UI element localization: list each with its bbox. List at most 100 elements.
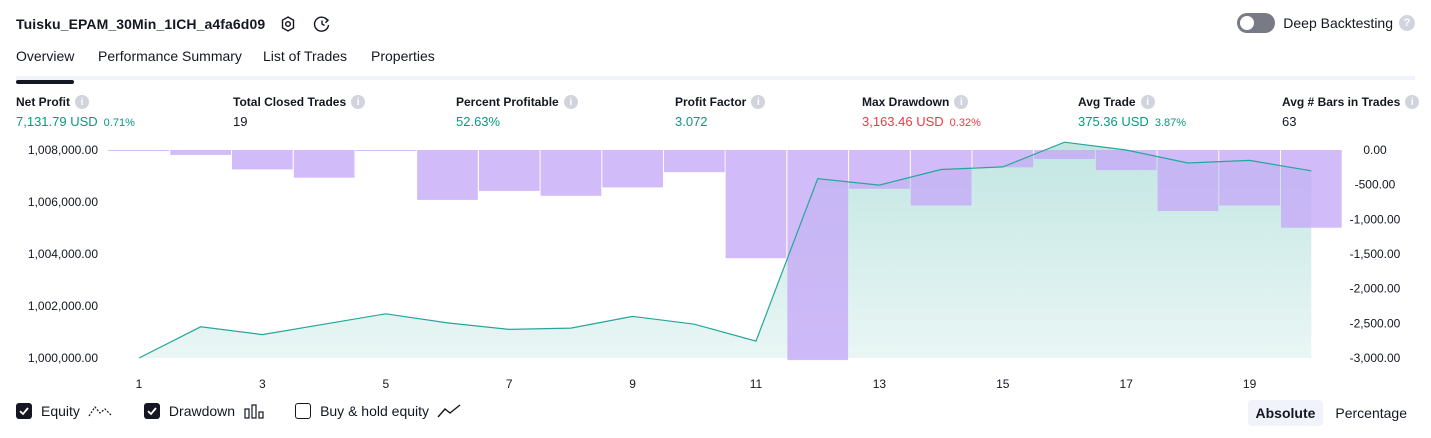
drawdown-bar bbox=[664, 150, 725, 173]
info-icon[interactable]: i bbox=[75, 95, 89, 109]
deep-backtesting-label: Deep Backtesting bbox=[1283, 15, 1393, 31]
legend-label: Drawdown bbox=[168, 403, 236, 419]
checkbox-unchecked-icon[interactable] bbox=[295, 403, 312, 419]
metric-value: 375.36 USD bbox=[1078, 114, 1149, 129]
y-right-tick-label: -2,000.00 bbox=[1350, 282, 1401, 296]
metric-percent: 3.87% bbox=[1154, 117, 1187, 129]
settings-icon[interactable] bbox=[277, 13, 299, 35]
drawdown-bar bbox=[1281, 150, 1342, 228]
drawdown-bar bbox=[293, 150, 355, 178]
metric-total-closed-trades: Total Closed Trades i 19 bbox=[233, 94, 366, 129]
toggle-knob bbox=[1240, 16, 1255, 30]
drawdown-bar bbox=[232, 150, 293, 170]
equity-line-icon bbox=[88, 403, 114, 419]
info-icon[interactable]: i bbox=[351, 95, 366, 109]
metric-value: 63 bbox=[1282, 114, 1297, 129]
drawdown-bar bbox=[1095, 150, 1157, 171]
y-right-tick-label: 0.00 bbox=[1363, 143, 1387, 157]
y-left-tick-label: 1,006,000.00 bbox=[28, 195, 98, 209]
y-right-tick-label: -1,000.00 bbox=[1350, 212, 1401, 226]
metric-label: Avg Trade bbox=[1078, 95, 1136, 109]
drawdown-bar bbox=[725, 150, 787, 259]
chart-legend: Equity Drawdown Buy & hold equity bbox=[16, 403, 491, 419]
y-left-tick-label: 1,004,000.00 bbox=[28, 247, 98, 261]
info-icon[interactable]: i bbox=[751, 95, 766, 109]
metric-value: 52.63% bbox=[456, 114, 501, 129]
equity-drawdown-chart: 1,008,000.00 1,006,000.00 1,004,000.00 1,00… bbox=[28, 141, 1401, 391]
metric-percent-profitable: Percent Profitable i 52.63% bbox=[456, 94, 578, 129]
mode-percentage[interactable]: Percentage bbox=[1335, 405, 1407, 421]
drawdown-bar bbox=[1157, 150, 1219, 211]
equity-area bbox=[139, 142, 1312, 358]
checkbox-checked-icon[interactable] bbox=[143, 403, 160, 419]
x-tick-label: 9 bbox=[629, 377, 636, 391]
drawdown-bar bbox=[849, 150, 910, 189]
y-right-tick-label: -2,500.00 bbox=[1350, 316, 1401, 330]
drawdown-bar bbox=[1219, 150, 1280, 206]
x-tick-label: 5 bbox=[382, 377, 389, 391]
y-right-tick-label: -500.00 bbox=[1355, 178, 1396, 192]
drawdown-bar bbox=[108, 150, 169, 151]
metric-profit-factor: Profit Factor i 3.072 bbox=[675, 94, 766, 129]
metric-label: Avg # Bars in Trades bbox=[1282, 95, 1401, 109]
refresh-clock-icon[interactable] bbox=[311, 13, 333, 35]
x-tick-label: 11 bbox=[750, 377, 763, 391]
drawdown-bar bbox=[602, 150, 663, 188]
x-tick-label: 1 bbox=[136, 377, 143, 391]
metric-net-profit: Net Profit i 7,131.79 USD 0.71% bbox=[16, 94, 135, 129]
legend-buy-hold-equity[interactable]: Buy & hold equity bbox=[295, 403, 461, 419]
legend-drawdown[interactable]: Drawdown bbox=[143, 403, 265, 419]
tab-properties[interactable]: Properties bbox=[371, 48, 435, 64]
metric-percent: 0.32% bbox=[949, 117, 981, 129]
metric-value: 7,131.79 USD bbox=[16, 114, 98, 129]
metric-label: Max Drawdown bbox=[862, 95, 950, 109]
x-tick-label: 17 bbox=[1120, 377, 1134, 391]
x-tick-label: 13 bbox=[873, 377, 887, 391]
x-tick-label: 19 bbox=[1243, 377, 1257, 391]
legend-label: Equity bbox=[41, 403, 80, 419]
y-left-tick-label: 1,002,000.00 bbox=[28, 299, 98, 313]
metric-label: Net Profit bbox=[16, 95, 70, 109]
metric-label: Total Closed Trades bbox=[233, 95, 347, 109]
tab-overview[interactable]: Overview bbox=[16, 48, 75, 84]
legend-equity[interactable]: Equity bbox=[16, 403, 114, 419]
y-left-tick-label: 1,000,000.00 bbox=[28, 351, 98, 365]
metric-avg-bars-in-trades: Avg # Bars in Trades i 63 bbox=[1282, 94, 1420, 129]
deep-backtesting-toggle[interactable] bbox=[1237, 13, 1276, 33]
checkbox-checked-icon[interactable] bbox=[16, 403, 32, 419]
info-icon[interactable]: i bbox=[1140, 95, 1155, 109]
y-right-tick-label: -1,500.00 bbox=[1350, 247, 1401, 261]
drawdown-bar bbox=[478, 150, 540, 191]
drawdown-bars-icon bbox=[243, 403, 265, 419]
info-icon[interactable]: i bbox=[954, 95, 969, 109]
drawdown-bar bbox=[540, 150, 602, 196]
metric-value: 3,163.46 USD bbox=[862, 114, 944, 129]
strategy-header: Tuisku_EPAM_30Min_1ICH_a4fa6d09 bbox=[16, 11, 333, 37]
equity-line bbox=[138, 141, 1312, 359]
metric-value: 19 bbox=[233, 114, 248, 129]
drawdown-bar bbox=[355, 150, 417, 151]
info-icon[interactable]: i bbox=[563, 95, 578, 109]
drawdown-bar bbox=[972, 150, 1034, 168]
tab-bar: Overview Performance Summary List of Tra… bbox=[16, 44, 1415, 84]
drawdown-bar bbox=[910, 150, 972, 206]
x-tick-label: 7 bbox=[506, 377, 513, 391]
mode-absolute[interactable]: Absolute bbox=[1247, 400, 1324, 426]
drawdown-bar bbox=[417, 150, 478, 200]
tab-list-of-trades[interactable]: List of Trades bbox=[263, 48, 348, 64]
metric-label: Profit Factor bbox=[675, 95, 747, 109]
help-icon[interactable]: ? bbox=[1399, 15, 1415, 31]
y-left-tick-label: 1,008,000.00 bbox=[28, 143, 98, 157]
info-icon[interactable]: i bbox=[1405, 95, 1420, 109]
drawdown-bar bbox=[170, 150, 231, 155]
tab-performance-summary[interactable]: Performance Summary bbox=[98, 48, 242, 64]
deep-backtesting: Deep Backtesting ? bbox=[1237, 13, 1415, 33]
metric-avg-trade: Avg Trade i 375.36 USD 3.87% bbox=[1078, 94, 1186, 129]
legend-label: Buy & hold equity bbox=[320, 403, 430, 419]
x-tick-label: 3 bbox=[259, 377, 266, 391]
drawdown-bar bbox=[787, 150, 849, 361]
metric-value: 3.072 bbox=[675, 114, 708, 129]
y-right-tick-label: -3,000.00 bbox=[1350, 351, 1401, 365]
strategy-title: Tuisku_EPAM_30Min_1ICH_a4fa6d09 bbox=[16, 16, 266, 32]
display-mode-switch: Absolute Percentage bbox=[1244, 400, 1416, 426]
